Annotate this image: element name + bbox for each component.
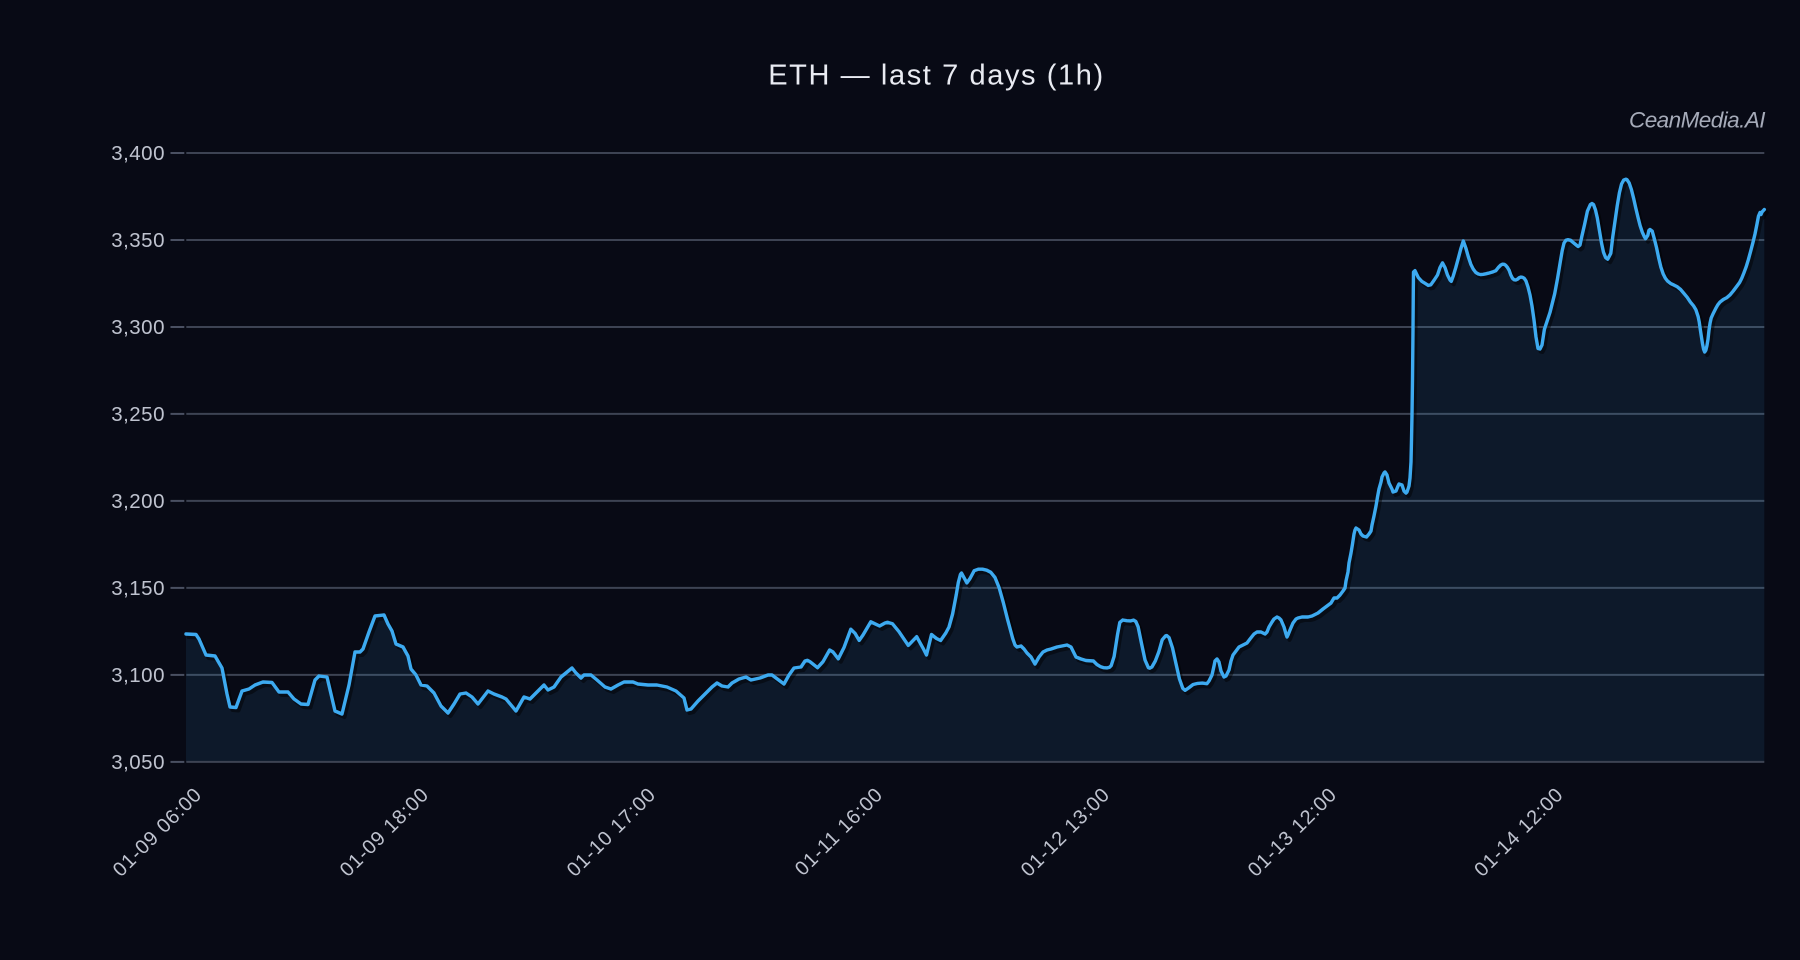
svg-text:3,100: 3,100 [111, 664, 165, 687]
svg-text:3,200: 3,200 [111, 490, 165, 513]
svg-text:3,050: 3,050 [111, 751, 165, 774]
svg-text:ETH — last 7 days (1h): ETH — last 7 days (1h) [768, 60, 1105, 92]
svg-text:3,350: 3,350 [111, 229, 165, 252]
svg-text:CeanMedia.AI: CeanMedia.AI [1629, 108, 1765, 133]
svg-text:3,400: 3,400 [111, 142, 165, 165]
svg-text:3,150: 3,150 [111, 577, 165, 600]
svg-text:3,250: 3,250 [111, 403, 165, 426]
svg-text:3,300: 3,300 [111, 316, 165, 339]
